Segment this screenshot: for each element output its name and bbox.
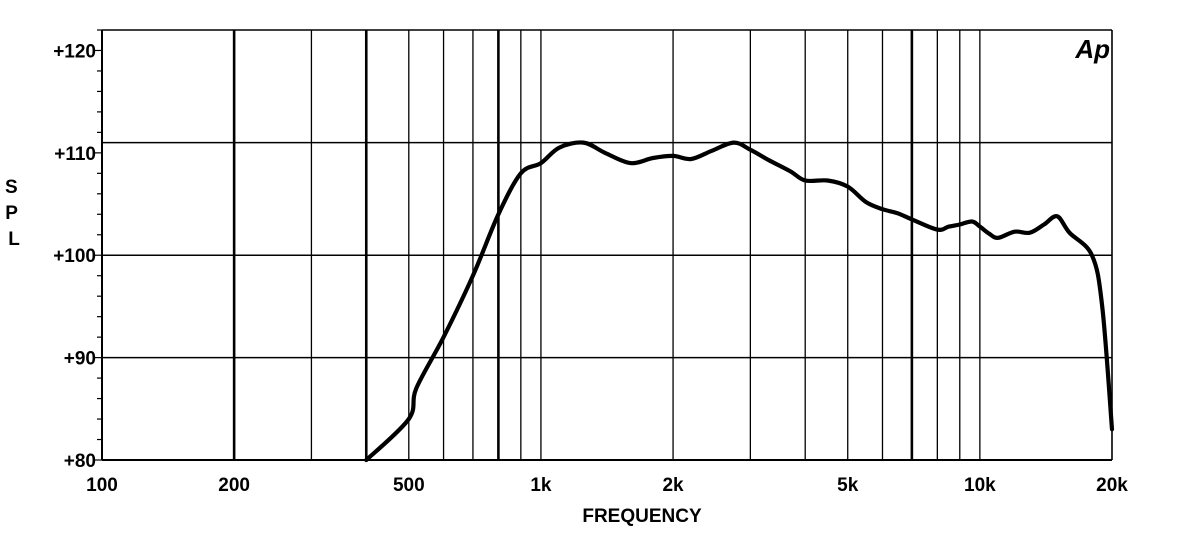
x-tick-label: 200 bbox=[218, 475, 250, 496]
grid bbox=[102, 30, 1112, 460]
x-tick-label: 1k bbox=[530, 475, 552, 496]
x-tick-label: 20k bbox=[1096, 475, 1128, 496]
y-axis-title-letter: L bbox=[8, 229, 20, 250]
spl-response-curve bbox=[364, 140, 1115, 463]
y-tick-label: +120 bbox=[53, 41, 96, 62]
x-tick-label: 10k bbox=[964, 475, 996, 496]
x-axis-ticks: 100 200 500 1k 2k 5k 10k 20k bbox=[86, 475, 1128, 496]
x-tick-label: 100 bbox=[86, 475, 118, 496]
y-axis-ticks: +80 +90 +100 +110 +120 bbox=[53, 41, 96, 472]
y-tick-label: +100 bbox=[53, 246, 96, 267]
y-axis-title: S P L bbox=[5, 177, 23, 250]
y-tick-label: +80 bbox=[64, 451, 96, 472]
y-axis-title-letter: S bbox=[5, 177, 18, 198]
y-tick-label: +110 bbox=[54, 144, 96, 165]
y-axis-title-letter: P bbox=[5, 203, 18, 224]
x-tick-label: 5k bbox=[837, 475, 859, 496]
series-layer bbox=[364, 140, 1115, 463]
x-axis-title: FREQUENCY bbox=[582, 506, 702, 527]
x-tick-label: 2k bbox=[662, 475, 684, 496]
brand-logo-text: Ap bbox=[1074, 34, 1110, 64]
x-tick-label: 500 bbox=[393, 475, 425, 496]
plot-frame bbox=[93, 29, 1113, 461]
y-tick-label: +90 bbox=[64, 349, 96, 370]
